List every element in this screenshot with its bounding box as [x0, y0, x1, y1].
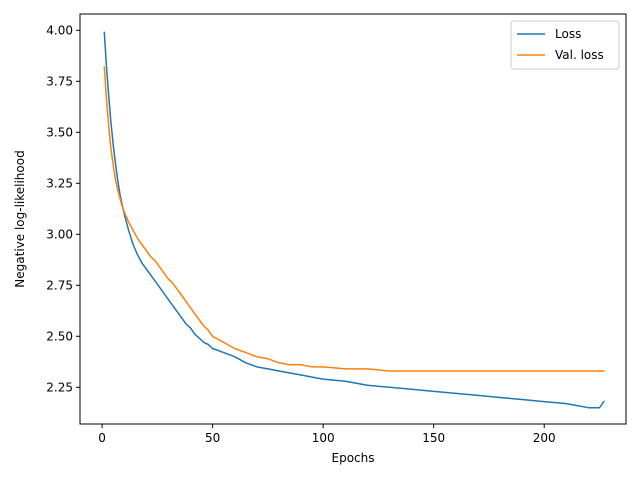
y-tick-label: 2.25	[46, 380, 73, 394]
x-tick-label: 200	[533, 431, 556, 445]
y-tick-label: 3.75	[46, 74, 73, 88]
legend-label: Val. loss	[555, 48, 604, 62]
legend-label: Loss	[555, 27, 581, 41]
y-tick-label: 3.25	[46, 176, 73, 190]
x-tick-label: 100	[312, 431, 335, 445]
y-axis-title: Negative log-likelihood	[13, 150, 27, 287]
x-axis: 0 50 100 150 200	[98, 424, 556, 445]
x-tick-label: 50	[205, 431, 220, 445]
series-layer	[103, 31, 605, 409]
x-tick-label: 0	[98, 431, 106, 445]
y-tick-label: 3.50	[46, 125, 73, 139]
axes-frame	[79, 13, 627, 425]
y-axis: 2.25 2.50 2.75 3.00 3.25 3.50 3.75 4.00	[46, 23, 80, 394]
x-axis-title: Epochs	[332, 451, 375, 465]
series-line-loss	[103, 31, 605, 409]
y-tick-label: 3.00	[46, 227, 73, 241]
y-tick-label: 2.75	[46, 278, 73, 292]
x-tick-label: 150	[422, 431, 445, 445]
legend: Loss Val. loss	[510, 20, 620, 70]
y-tick-label: 4.00	[46, 23, 73, 37]
legend-box	[510, 20, 620, 70]
y-tick-label: 2.50	[46, 329, 73, 343]
series-line-val-loss	[103, 66, 605, 372]
